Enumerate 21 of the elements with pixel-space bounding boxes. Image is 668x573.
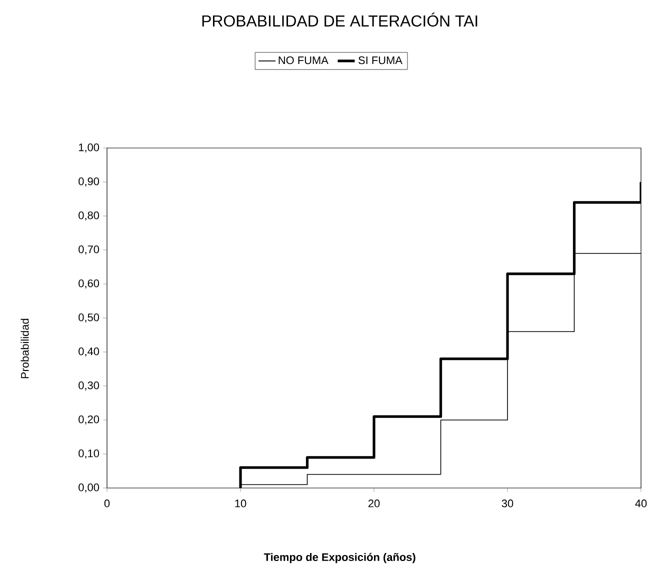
x-tick-label: 30	[502, 500, 514, 508]
x-axis-title: Tiempo de Exposición (años)	[264, 552, 416, 564]
y-tick-label: 0,10	[78, 449, 100, 459]
y-tick-label: 0,40	[78, 347, 100, 357]
y-tick-label: 0,50	[78, 313, 100, 323]
x-tick-label: 40	[635, 500, 647, 508]
legend-label: NO FUMA	[278, 56, 328, 64]
y-tick-label: 0,20	[78, 415, 100, 425]
y-tick-label: 0,70	[78, 245, 100, 255]
y-tick-label: 0,80	[78, 211, 100, 221]
y-tick-label: 1,00	[78, 143, 100, 153]
x-tick-label: 20	[368, 500, 380, 508]
y-tick-label: 0,00	[78, 483, 100, 493]
x-tick-label: 10	[235, 500, 246, 508]
y-axis-title: Probabilidad	[20, 318, 29, 378]
chart-title: PROBABILIDAD DE ALTERACIÓN TAI	[202, 12, 478, 27]
y-tick-label: 0,30	[78, 381, 100, 391]
y-tick-label: 0,90	[78, 177, 100, 187]
legend-label: SI FUMA	[358, 56, 402, 64]
y-tick-label: 0,60	[78, 279, 100, 289]
x-tick-label: 0	[104, 500, 110, 508]
